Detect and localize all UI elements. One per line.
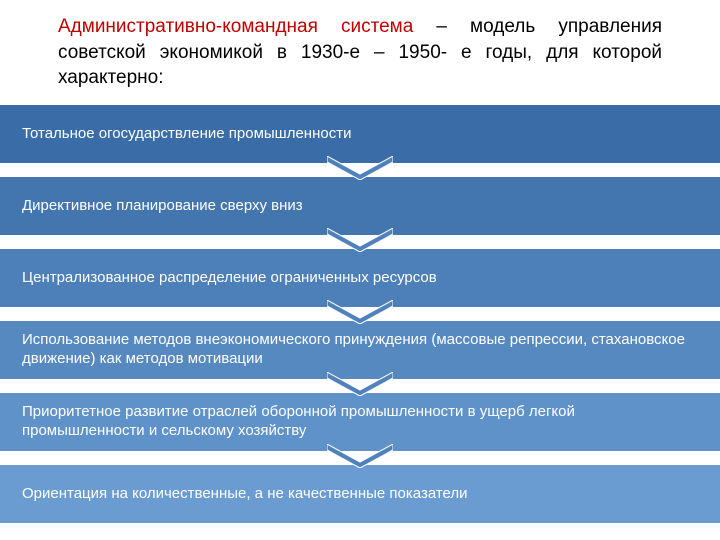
flow-step: Ориентация на количественные, а не качес… (0, 465, 720, 523)
chevron-down-icon (327, 300, 393, 324)
chevron-down-icon (327, 156, 393, 180)
flow-step: Тотальное огосударствление промышленност… (0, 105, 720, 163)
chevron-down-icon (327, 444, 393, 468)
chevron-down-icon (327, 372, 393, 396)
process-flow: Тотальное огосударствление промышленност… (0, 105, 720, 523)
flow-step: Директивное планирование сверху вниз (0, 177, 720, 235)
flow-bar: Приоритетное развитие отраслей оборонной… (0, 393, 720, 451)
heading-accent: Административно-командная система (58, 16, 413, 37)
slide-heading: Административно-командная система – моде… (0, 0, 720, 105)
flow-bar: Использование методов внеэкономического … (0, 321, 720, 379)
chevron-down-icon (327, 228, 393, 252)
flow-step: Приоритетное развитие отраслей оборонной… (0, 393, 720, 451)
flow-bar: Тотальное огосударствление промышленност… (0, 105, 720, 163)
flow-bar: Централизованное распределение ограничен… (0, 249, 720, 307)
flow-bar: Директивное планирование сверху вниз (0, 177, 720, 235)
flow-step: Использование методов внеэкономического … (0, 321, 720, 379)
flow-bar: Ориентация на количественные, а не качес… (0, 465, 720, 523)
flow-step: Централизованное распределение ограничен… (0, 249, 720, 307)
